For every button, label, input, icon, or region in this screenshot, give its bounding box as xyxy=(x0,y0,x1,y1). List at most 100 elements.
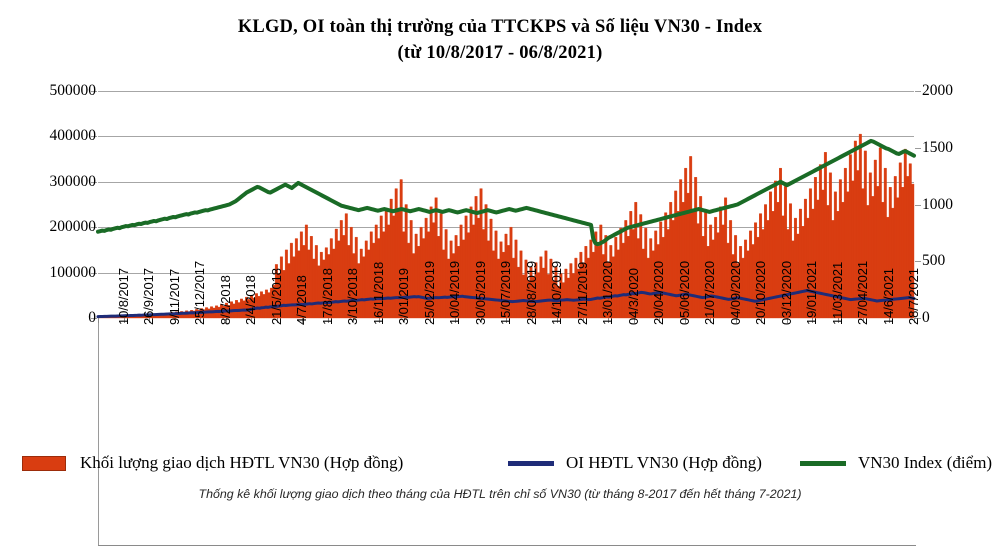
x-axis-tick xyxy=(582,318,584,323)
y-axis-right-tick xyxy=(915,91,921,92)
x-axis-tick-label: 26/9/2017 xyxy=(141,268,157,325)
x-axis-tick-label: 28/08/2019 xyxy=(523,260,539,325)
x-axis-tick xyxy=(327,318,329,323)
x-axis-tick xyxy=(480,318,482,323)
x-axis-tick xyxy=(761,318,762,323)
legend-item-label: OI HĐTL VN30 (Hợp đồng) xyxy=(566,453,762,472)
x-axis-tick xyxy=(302,318,303,323)
x-axis-tick-label: 10/8/2017 xyxy=(115,268,131,325)
x-axis-tick-label: 9/11/2017 xyxy=(166,269,182,325)
y-axis-left-tick xyxy=(91,181,97,183)
x-axis-tick-label: 10/04/2019 xyxy=(447,260,463,325)
x-axis-tick-label: 14/10/2019 xyxy=(549,260,565,325)
line-series-oi xyxy=(96,289,916,319)
y-axis-left-tick xyxy=(91,136,97,138)
y-axis-left-tick-label: 200000 xyxy=(49,218,97,236)
x-axis-tick xyxy=(837,318,839,323)
y-axis-right-tick-label: 1500 xyxy=(922,138,953,156)
y-axis-right-tick xyxy=(915,318,921,319)
legend-item[interactable]: VN30 Index (điểm) xyxy=(800,447,992,479)
legend-item[interactable]: Khối lượng giao dịch HĐTL VN30 (Hợp đồng… xyxy=(22,447,403,479)
x-axis-tick xyxy=(786,318,788,323)
x-axis-tick xyxy=(531,318,533,323)
y-axis-left-tick-label: 300000 xyxy=(49,172,97,190)
x-axis-tick-label: 15/07/2019 xyxy=(498,260,514,325)
y-axis-right-tick-label: 2000 xyxy=(922,82,953,99)
x-axis-tick-label: 25/12/2017 xyxy=(192,260,208,325)
y-axis-left-tick-label: 100000 xyxy=(49,263,97,281)
chart-title-line-1: KLGD, OI toàn thị trường của TTCKPS và S… xyxy=(237,17,763,37)
x-axis-tick-label: 27/11/2019 xyxy=(574,261,590,325)
x-axis-tick-label: 14/6/2021 xyxy=(880,268,896,325)
x-axis-tick xyxy=(98,318,99,323)
gridline xyxy=(98,136,914,138)
x-axis-tick xyxy=(276,318,278,323)
y-axis-left-tick-label: 400000 xyxy=(49,127,97,145)
gridline xyxy=(98,227,914,229)
y-axis-right-tick-label: 1000 xyxy=(922,195,953,213)
chart-title-line-2: (từ 10/8/2017 - 06/8/2021) xyxy=(397,43,603,63)
x-axis-tick xyxy=(200,318,201,323)
y-axis-right-tick xyxy=(915,147,921,149)
chart-root: KLGD, OI toàn thị trường của TTCKPS và S… xyxy=(0,14,1000,546)
x-axis-tick-label: 3/01/2019 xyxy=(396,268,412,325)
x-axis-tick xyxy=(557,318,558,323)
x-axis-tick xyxy=(378,318,380,323)
x-axis-tick-label: 04/3/2020 xyxy=(625,268,641,325)
x-axis-tick-label: 3/10/2018 xyxy=(345,268,361,325)
x-axis-tick-label: 20/10/2020 xyxy=(753,260,769,325)
x-axis-tick-label: 03/12/2020 xyxy=(778,260,794,325)
y-axis-left-tick-label: 0 xyxy=(88,309,96,326)
x-axis-tick xyxy=(506,318,507,323)
x-axis-tick-label: 2/4/2018 xyxy=(243,275,259,325)
legend-item[interactable]: OI HĐTL VN30 (Hợp đồng) xyxy=(508,447,762,479)
x-axis-tick-label: 20/04/2020 xyxy=(651,260,667,325)
x-axis-tick-label: 27/04/2021 xyxy=(855,260,871,325)
x-axis-tick xyxy=(659,318,660,323)
x-axis-tick xyxy=(684,318,686,323)
x-axis-tick-label: 25/02/2019 xyxy=(421,260,437,325)
x-axis-tick xyxy=(812,318,813,323)
legend-item-label: VN30 Index (điểm) xyxy=(858,453,993,472)
x-axis-tick xyxy=(123,318,125,323)
series-canvas xyxy=(96,133,916,319)
x-axis-tick xyxy=(888,318,890,323)
x-axis-tick xyxy=(353,318,354,323)
legend-bar-swatch xyxy=(22,455,66,471)
x-axis-tick xyxy=(149,318,150,323)
x-axis-tick-label: 05/06/2020 xyxy=(676,260,692,325)
x-axis-tick-label: 04/09/2020 xyxy=(727,260,743,325)
y-axis-right-tick xyxy=(915,261,921,263)
y-axis-right-tick-label: 0 xyxy=(922,309,930,326)
x-axis-tick-label: 19/01/2021 xyxy=(804,260,820,325)
x-axis-tick-label: 21/5/2018 xyxy=(268,268,284,325)
gridline xyxy=(98,91,914,92)
line-series-vn30-index xyxy=(96,138,916,247)
x-axis-tick xyxy=(735,318,737,323)
x-axis-tick xyxy=(710,318,711,323)
y-axis-right-tick-label: 500 xyxy=(922,252,946,270)
chart-title: KLGD, OI toàn thị trường của TTCKPS và S… xyxy=(0,14,1000,66)
x-axis-tick xyxy=(455,318,456,323)
x-axis-tick-label: 16/11/2018 xyxy=(370,261,386,325)
x-axis-tick xyxy=(633,318,635,323)
x-axis-tick-label: 30/05/2019 xyxy=(472,260,488,325)
x-axis-tick xyxy=(429,318,431,323)
legend-line-swatch xyxy=(800,460,846,466)
legend-line-swatch xyxy=(508,460,554,466)
x-axis-tick-label: 21/07/2020 xyxy=(702,260,718,325)
y-axis-left-tick xyxy=(91,91,97,92)
x-axis-tick-label: 13/01/2020 xyxy=(600,260,616,325)
y-axis-left-tick xyxy=(91,318,97,319)
x-axis-tick xyxy=(174,318,176,323)
x-axis-tick-label: 8/2/2018 xyxy=(217,275,233,325)
y-axis-left-tick-label: 500000 xyxy=(49,82,97,99)
y-axis-right-line xyxy=(98,318,99,545)
y-axis-left-tick xyxy=(91,227,97,229)
x-axis-tick xyxy=(251,318,252,323)
x-axis-tick-label: 4/7/2018 xyxy=(294,275,310,325)
gridline xyxy=(98,181,914,183)
x-axis-tick xyxy=(608,318,609,323)
x-axis-tick xyxy=(863,318,864,323)
x-axis-tick xyxy=(225,318,227,323)
